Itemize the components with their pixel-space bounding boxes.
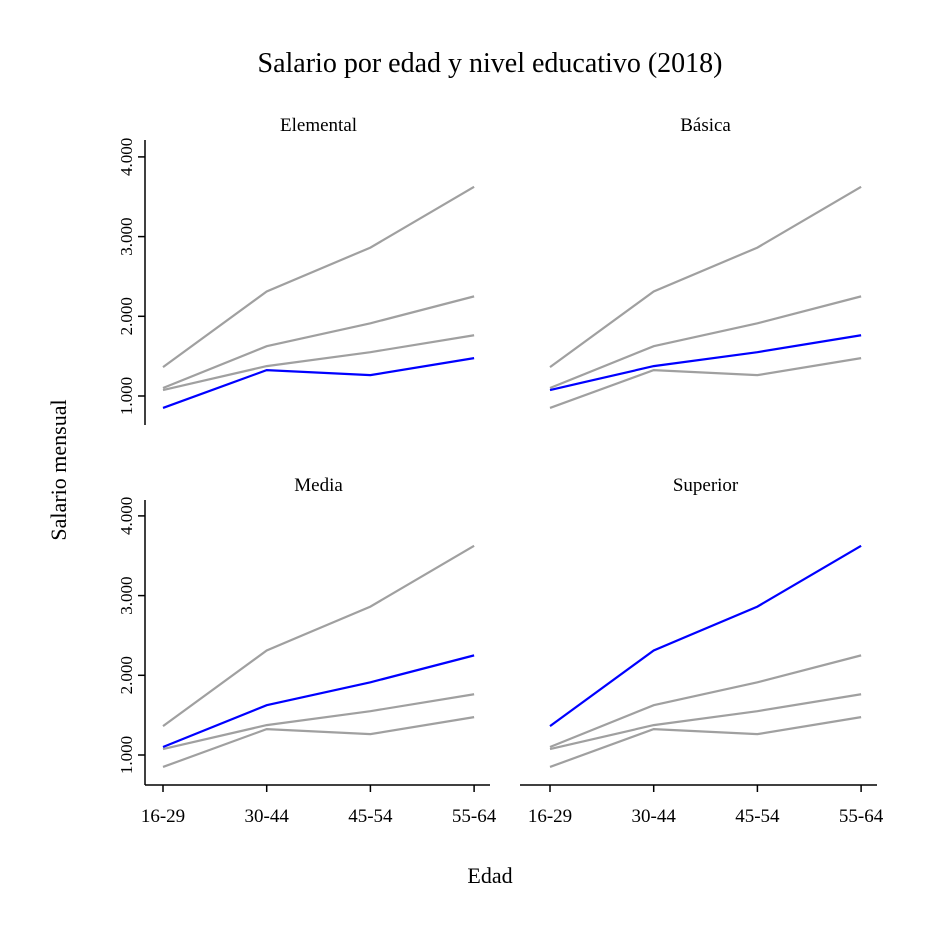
background-series-line xyxy=(549,357,862,409)
background-series-line xyxy=(162,716,475,768)
y-tick-label: 2.000 xyxy=(117,656,136,694)
background-series-line xyxy=(549,295,862,390)
background-series-line xyxy=(162,693,475,751)
y-tick-label: 3.000 xyxy=(117,576,136,614)
background-series-line xyxy=(162,334,475,392)
panel-title: Básica xyxy=(680,115,731,136)
x-axis-label: Edad xyxy=(467,863,512,888)
x-tick-label: 55-64 xyxy=(452,806,497,827)
background-series-line xyxy=(162,185,475,369)
background-series-line xyxy=(549,185,862,369)
y-tick-label: 2.000 xyxy=(117,297,136,335)
highlight-series-line xyxy=(549,544,862,728)
background-series-line xyxy=(549,716,862,768)
x-tick-label: 45-54 xyxy=(735,806,780,827)
x-tick-label: 30-44 xyxy=(632,806,677,827)
background-series-line xyxy=(549,693,862,751)
y-axis-label: Salario mensual xyxy=(46,399,71,540)
highlight-series-line xyxy=(162,357,475,409)
background-series-line xyxy=(549,654,862,749)
y-tick-label: 3.000 xyxy=(117,217,136,255)
panel-title: Superior xyxy=(673,475,739,496)
x-tick-label: 16-29 xyxy=(141,806,185,827)
chart-title: Salario por edad y nivel educativo (2018… xyxy=(258,48,723,79)
y-tick-label: 4.000 xyxy=(117,138,136,176)
background-series-line xyxy=(162,295,475,390)
y-tick-label: 1.000 xyxy=(117,736,136,774)
x-tick-label: 45-54 xyxy=(348,806,393,827)
background-series-line xyxy=(162,544,475,728)
x-tick-label: 16-29 xyxy=(528,806,572,827)
y-tick-label: 4.000 xyxy=(117,497,136,535)
panel-title: Elemental xyxy=(280,115,357,136)
x-tick-label: 55-64 xyxy=(839,806,884,827)
highlight-series-line xyxy=(162,654,475,749)
highlight-series-line xyxy=(549,334,862,392)
x-tick-label: 30-44 xyxy=(245,806,290,827)
panel-title: Media xyxy=(294,475,343,496)
y-tick-label: 1.000 xyxy=(117,377,136,415)
